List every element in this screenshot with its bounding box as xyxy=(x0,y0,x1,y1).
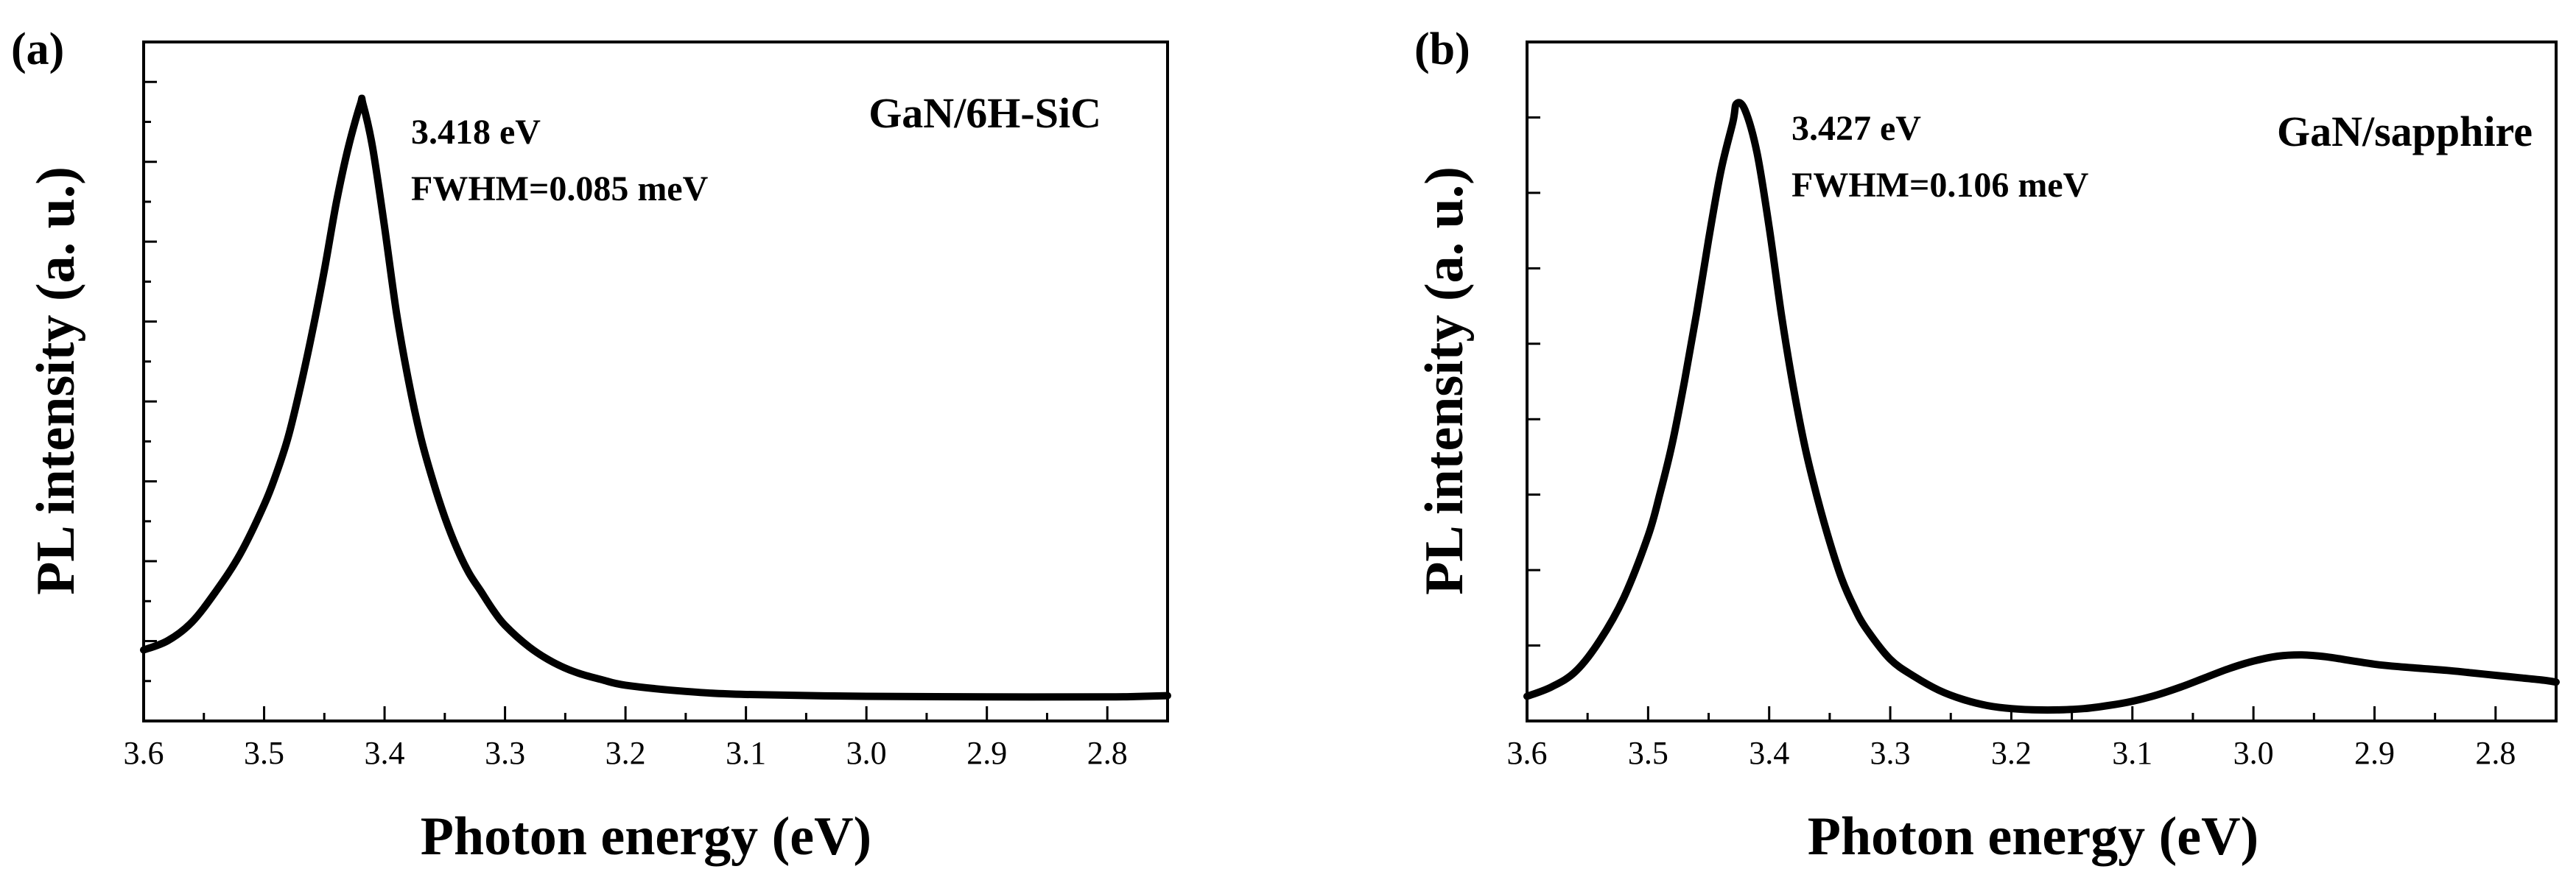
panel-b-y-axis-label: PL intensity (a. u.) xyxy=(1414,166,1475,595)
panel-a-x-axis-label: Photon energy (eV) xyxy=(421,806,871,867)
x-tick-label: 3.4 xyxy=(365,735,405,771)
panel-a-peak-label: 3.418 eV xyxy=(411,113,541,152)
panel-b-ticks xyxy=(1526,116,2558,721)
panel-a-sample-label: GaN/6H-SiC xyxy=(868,89,1101,137)
x-tick-label: 3.4 xyxy=(1749,735,1789,771)
x-tick-label: 3.0 xyxy=(846,735,887,771)
panel-b-sample-label: GaN/sapphire xyxy=(2277,108,2533,155)
x-tick-label: 3.1 xyxy=(2112,735,2152,771)
panel-b: (b) 3.6 3.5 3.4 3.3 3.2 3.1 3.0 2.9 2.8 GaN/sapp… xyxy=(1414,24,2560,867)
panel-a: (a) 3.6 3.5 3.4 3.3 3.2 3.1 3.0 2.9 2.8 GaN/6H-S… xyxy=(11,24,1171,867)
panel-b-tick-labels: 3.6 3.5 3.4 3.3 3.2 3.1 3.0 2.9 2.8 xyxy=(1507,735,2516,771)
panel-b-peak-label: 3.427 eV xyxy=(1791,109,1921,148)
x-tick-label: 3.6 xyxy=(124,735,164,771)
x-tick-label: 3.2 xyxy=(606,735,646,771)
x-tick-label: 3.5 xyxy=(1628,735,1668,771)
x-tick-label: 3.0 xyxy=(2233,735,2274,771)
panel-b-x-axis-label: Photon energy (eV) xyxy=(1808,806,2259,867)
x-tick-label: 3.2 xyxy=(1991,735,2032,771)
x-tick-label: 3.3 xyxy=(1870,735,1911,771)
panel-a-fwhm-label: FWHM=0.085 meV xyxy=(411,169,709,208)
panel-b-letter: (b) xyxy=(1414,24,1470,74)
panel-b-series-line xyxy=(1523,99,2560,714)
panel-a-series-line xyxy=(140,94,1171,701)
x-tick-label: 3.6 xyxy=(1507,735,1548,771)
panel-a-letter: (a) xyxy=(11,24,64,74)
panel-a-plot-frame xyxy=(142,41,1169,722)
x-tick-label: 3.1 xyxy=(726,735,766,771)
x-tick-label: 3.3 xyxy=(485,735,525,771)
x-tick-label: 2.8 xyxy=(2475,735,2516,771)
x-tick-label: 2.9 xyxy=(2354,735,2395,771)
x-tick-label: 2.8 xyxy=(1087,735,1128,771)
x-tick-label: 2.9 xyxy=(966,735,1007,771)
panel-a-ticks xyxy=(142,80,1169,721)
panel-b-fwhm-label: FWHM=0.106 meV xyxy=(1791,166,2089,205)
panel-b-plot-frame xyxy=(1526,41,2558,722)
x-tick-label: 3.5 xyxy=(244,735,284,771)
panel-a-tick-labels: 3.6 3.5 3.4 3.3 3.2 3.1 3.0 2.9 2.8 xyxy=(124,735,1128,771)
panel-a-y-axis-label: PL intensity (a. u.) xyxy=(26,166,86,595)
